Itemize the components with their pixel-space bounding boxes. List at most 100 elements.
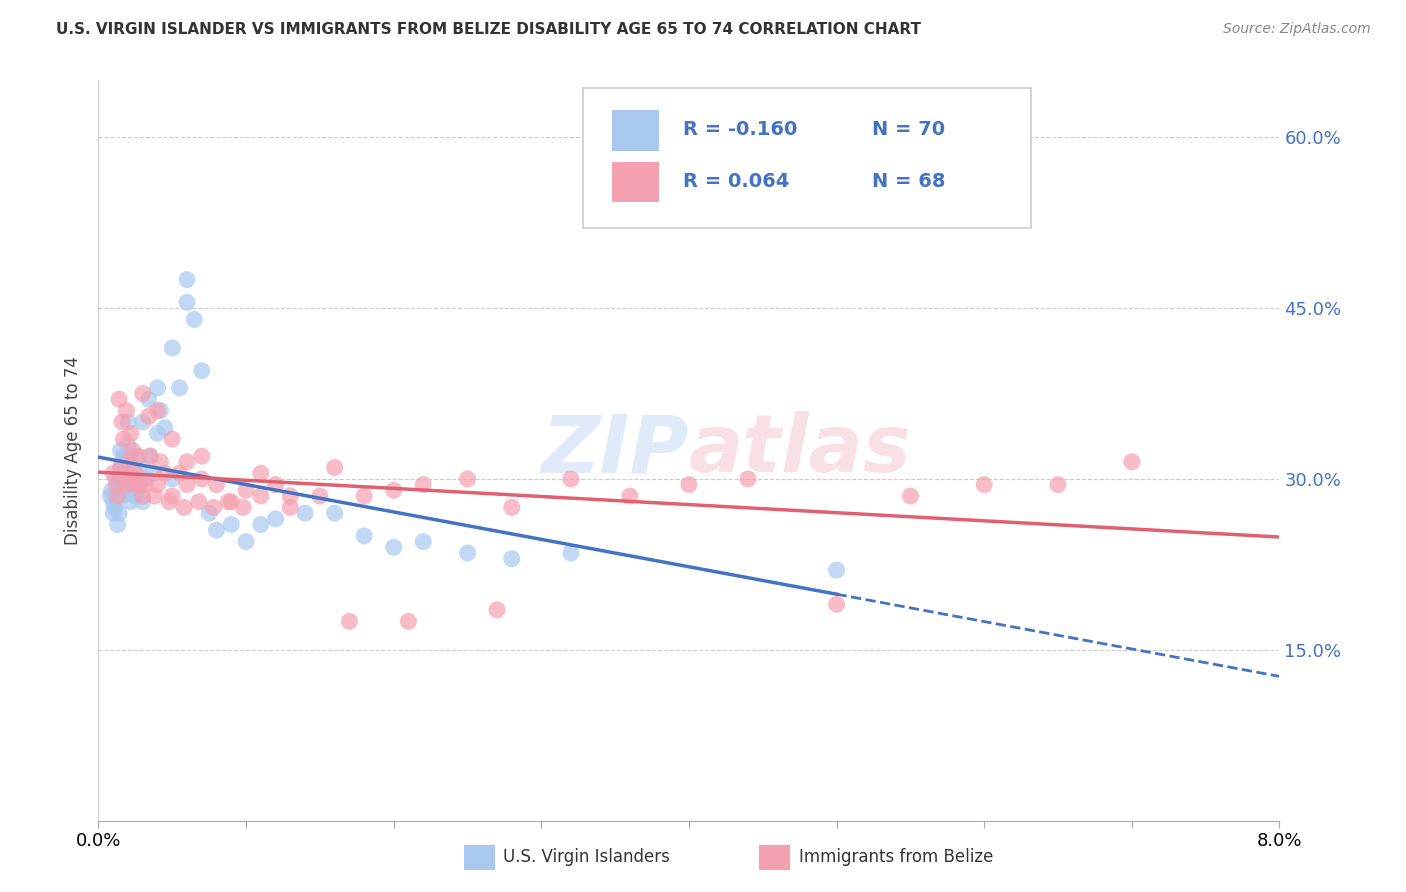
Point xyxy=(139,449,162,463)
Point xyxy=(382,541,405,555)
Point xyxy=(115,449,138,463)
Point xyxy=(127,449,149,463)
Point xyxy=(202,500,225,515)
FancyBboxPatch shape xyxy=(612,110,659,151)
Point xyxy=(353,529,375,543)
Point xyxy=(146,381,169,395)
Point xyxy=(125,477,148,491)
Point xyxy=(235,534,257,549)
Point xyxy=(112,477,135,491)
Point xyxy=(127,460,149,475)
Point xyxy=(217,494,239,508)
Text: Immigrants from Belize: Immigrants from Belize xyxy=(799,848,993,866)
Point xyxy=(122,472,145,486)
Point xyxy=(191,364,214,378)
Point xyxy=(221,517,243,532)
Point xyxy=(198,506,221,520)
Point xyxy=(138,392,160,407)
Point xyxy=(120,494,142,508)
Text: N = 70: N = 70 xyxy=(872,120,945,139)
Point xyxy=(501,551,523,566)
Point xyxy=(176,455,198,469)
Point xyxy=(323,506,346,520)
Point xyxy=(250,467,273,481)
Text: atlas: atlas xyxy=(689,411,911,490)
Point xyxy=(560,546,582,560)
Point xyxy=(382,483,405,498)
Point xyxy=(280,500,302,515)
Point xyxy=(135,472,157,486)
Point xyxy=(108,392,131,407)
Point xyxy=(173,500,195,515)
Text: R = -0.160: R = -0.160 xyxy=(683,120,797,139)
Point xyxy=(412,534,434,549)
Point xyxy=(169,467,191,481)
FancyBboxPatch shape xyxy=(582,87,1032,228)
Point xyxy=(973,477,995,491)
Point xyxy=(183,312,205,326)
Point xyxy=(737,472,759,486)
Point xyxy=(412,477,434,491)
Point xyxy=(825,563,848,577)
Point xyxy=(153,467,176,481)
Point xyxy=(162,432,183,446)
Point xyxy=(105,489,128,503)
Point xyxy=(187,494,209,508)
Point xyxy=(108,506,131,520)
Point xyxy=(132,415,155,429)
Point xyxy=(162,341,183,355)
Point xyxy=(323,460,346,475)
Point xyxy=(112,472,135,486)
Point xyxy=(1046,477,1070,491)
Point xyxy=(250,517,273,532)
Point xyxy=(111,472,134,486)
Point xyxy=(280,489,302,503)
Point xyxy=(107,517,129,532)
Point xyxy=(162,472,183,486)
Point xyxy=(149,455,172,469)
Point xyxy=(339,615,361,629)
Point xyxy=(157,494,180,508)
Point xyxy=(105,477,128,491)
Point xyxy=(146,477,169,491)
Point xyxy=(250,489,273,503)
Point xyxy=(107,477,129,491)
Point xyxy=(149,403,172,417)
Y-axis label: Disability Age 65 to 74: Disability Age 65 to 74 xyxy=(65,356,83,545)
Point xyxy=(117,467,139,481)
Point xyxy=(232,500,254,515)
Point xyxy=(121,443,143,458)
Point xyxy=(139,449,162,463)
Point xyxy=(457,546,479,560)
Point xyxy=(205,523,228,537)
Point xyxy=(132,386,155,401)
Point xyxy=(221,494,243,508)
Point xyxy=(176,272,198,286)
Point xyxy=(153,420,176,434)
Point xyxy=(98,489,121,503)
Point xyxy=(114,483,136,498)
Point xyxy=(294,506,316,520)
Point xyxy=(115,477,138,491)
Text: U.S. Virgin Islanders: U.S. Virgin Islanders xyxy=(503,848,671,866)
Point xyxy=(103,506,125,520)
Point xyxy=(120,472,142,486)
Point xyxy=(103,494,125,508)
Point xyxy=(124,449,146,463)
Point xyxy=(457,472,479,486)
Point xyxy=(124,467,146,481)
Point xyxy=(398,615,420,629)
Point xyxy=(135,477,157,491)
Point xyxy=(100,483,122,498)
Text: Source: ZipAtlas.com: Source: ZipAtlas.com xyxy=(1223,22,1371,37)
Text: R = 0.064: R = 0.064 xyxy=(683,172,789,191)
Point xyxy=(353,489,375,503)
Point xyxy=(309,489,332,503)
Point xyxy=(110,472,132,486)
Point xyxy=(112,449,135,463)
Point xyxy=(162,489,183,503)
Point xyxy=(128,477,150,491)
Point xyxy=(143,489,166,503)
Text: U.S. VIRGIN ISLANDER VS IMMIGRANTS FROM BELIZE DISABILITY AGE 65 TO 74 CORRELATI: U.S. VIRGIN ISLANDER VS IMMIGRANTS FROM … xyxy=(56,22,921,37)
Point xyxy=(103,467,125,481)
